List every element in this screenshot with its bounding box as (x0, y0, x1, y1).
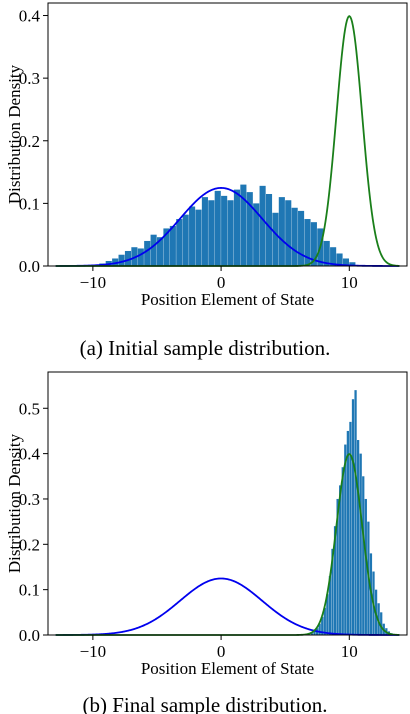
histogram-bar (336, 498, 339, 635)
histogram-bar (182, 214, 189, 266)
histogram-bar (336, 253, 343, 266)
histogram-bar (318, 623, 321, 635)
histogram-bar (310, 222, 317, 266)
y-axis-ticks: 0.0 0.1 0.2 0.3 0.4 (19, 7, 48, 276)
y-axis-ticks: 0.0 0.1 0.2 0.3 0.4 0.5 (19, 399, 48, 645)
histogram-bar (323, 607, 326, 635)
histogram-bar (163, 228, 170, 266)
x-tick-label: 0 (217, 642, 226, 661)
y-tick-label: 0.0 (19, 257, 40, 276)
y-tick-label: 0.2 (19, 535, 40, 554)
density-curve-blue (55, 577, 400, 636)
histogram-bar (380, 612, 383, 635)
histogram-bar (328, 576, 332, 635)
histogram-bar (359, 453, 362, 635)
y-tick-label: 0.4 (19, 7, 41, 26)
plot-frame (47, 371, 408, 636)
histogram-bar (189, 206, 196, 266)
x-tick-label: 10 (341, 273, 358, 292)
histogram-bar (112, 258, 119, 266)
caption-a: (a) Initial sample distribution. (80, 336, 331, 360)
histogram-bar (321, 616, 324, 635)
x-axis-ticks: −10 0 10 (80, 266, 358, 292)
histogram-bar (265, 193, 273, 266)
histogram-bar (201, 197, 208, 266)
y-tick-label: 0.0 (19, 626, 40, 645)
y-tick-label: 0.5 (19, 399, 40, 418)
x-axis-label: Position Element of State (141, 659, 314, 678)
histogram-bar (330, 247, 337, 266)
histogram-bar (285, 200, 292, 266)
y-tick-label: 0.1 (19, 194, 40, 213)
histogram-bar (313, 631, 316, 635)
histogram-bar (344, 444, 347, 635)
y-tick-label: 0.2 (19, 132, 40, 151)
x-tick-label: 0 (217, 273, 226, 292)
histogram-bar (356, 440, 360, 635)
histogram-bar (291, 207, 298, 266)
histogram-bar (144, 240, 151, 266)
density-curve-blue (55, 187, 400, 267)
y-tick-label: 0.3 (19, 490, 40, 509)
histogram-bar (333, 526, 337, 635)
histogram-bar (214, 190, 221, 266)
histogram-bar (118, 254, 125, 266)
histogram-bar (310, 633, 314, 635)
chart-final-distribution: −10 0 10 0.0 0.1 0.2 0.3 0.4 0.5 Position Eleme… (5, 371, 408, 714)
histogram-bar (156, 237, 164, 266)
caption-b: (b) Final sample distribution. (83, 693, 328, 714)
histogram-bar (377, 603, 380, 635)
histogram-bar (339, 485, 342, 635)
histogram-bar (298, 210, 305, 266)
y-tick-label: 0.1 (19, 581, 40, 600)
y-tick-label: 0.3 (19, 69, 40, 88)
plot-frame (47, 2, 408, 267)
histogram-bar (349, 262, 356, 266)
histogram-bar (304, 219, 311, 266)
histogram-bar (131, 247, 138, 266)
histogram-bar (150, 234, 157, 266)
histogram-bars (99, 184, 356, 266)
histogram-bar (221, 195, 228, 266)
histogram-bar (246, 192, 253, 266)
y-tick-label: 0.4 (19, 445, 41, 464)
histogram-bar (259, 185, 266, 266)
histogram-bar (253, 203, 260, 266)
histogram-bar (354, 390, 357, 635)
x-tick-label: −10 (80, 642, 107, 661)
histogram-bar (176, 219, 183, 266)
histogram-bar (342, 258, 350, 266)
chart-initial-distribution: −10 0 10 0.0 0.1 0.2 0.3 0.4 Position Element … (5, 2, 408, 360)
histogram-bar (227, 200, 234, 266)
x-tick-label: −10 (80, 273, 107, 292)
histogram-bar (169, 225, 176, 266)
histogram-bar (208, 200, 215, 266)
histogram-bar (195, 209, 202, 266)
histogram-bar (331, 548, 334, 635)
histogram-bar (351, 399, 355, 635)
histogram-bar (364, 498, 367, 635)
histogram-bar (137, 248, 144, 266)
x-axis-ticks: −10 0 10 (80, 635, 358, 661)
histogram-bar (341, 467, 344, 635)
histogram-bar (346, 430, 350, 635)
histogram-bar (233, 189, 241, 266)
histogram-bar (124, 250, 132, 266)
x-axis-label: Position Element of State (141, 290, 314, 309)
histogram-bar (323, 240, 330, 266)
histogram-bar (278, 197, 285, 266)
histogram-bar (362, 476, 365, 635)
y-axis-label: Distribution Density (5, 64, 24, 204)
histogram-bar (349, 421, 352, 635)
histogram-bar (272, 212, 279, 266)
x-tick-label: 10 (341, 642, 358, 661)
histogram-bar (326, 594, 329, 635)
histogram-bars (310, 390, 393, 635)
histogram-bar (240, 184, 247, 266)
y-axis-label: Distribution Density (5, 433, 24, 573)
